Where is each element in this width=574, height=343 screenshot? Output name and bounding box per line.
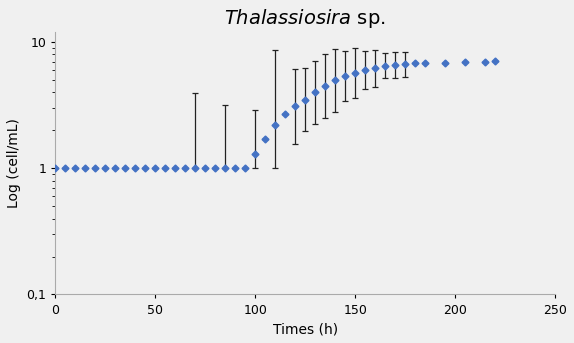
- Title: $\it{Thalassiosira}$ sp.: $\it{Thalassiosira}$ sp.: [224, 7, 386, 30]
- Y-axis label: Log (cell/mL): Log (cell/mL): [7, 118, 21, 208]
- X-axis label: Times (h): Times (h): [273, 322, 338, 336]
